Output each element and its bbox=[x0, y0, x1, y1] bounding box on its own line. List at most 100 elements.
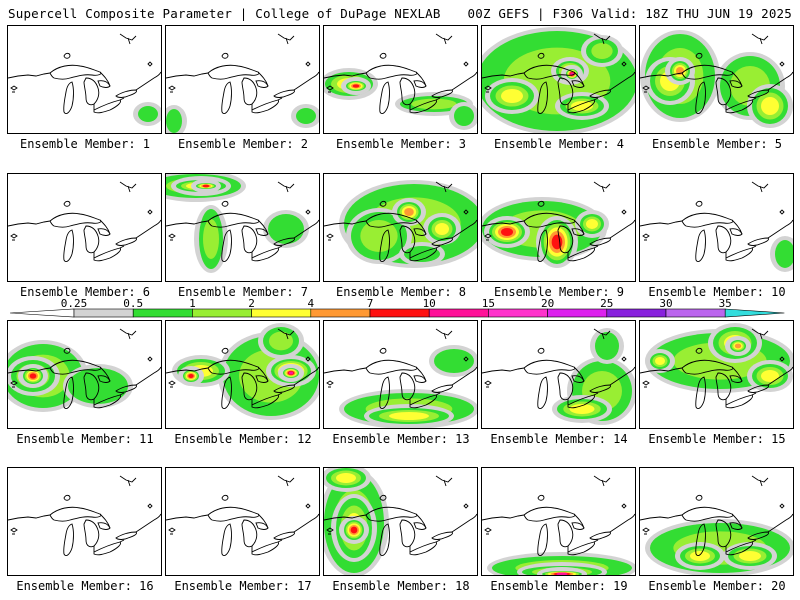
map-outline bbox=[324, 367, 367, 374]
map-outline bbox=[409, 71, 441, 110]
map-outline bbox=[115, 89, 137, 98]
scp-contour bbox=[734, 343, 742, 349]
map-outline bbox=[642, 380, 650, 388]
map-outline bbox=[725, 219, 757, 258]
map-outline bbox=[273, 89, 295, 98]
map-outline bbox=[413, 228, 427, 236]
map-outline bbox=[431, 89, 453, 98]
map-outline bbox=[413, 375, 427, 383]
map-outline bbox=[767, 513, 793, 533]
map-outline bbox=[93, 99, 121, 114]
map-outline bbox=[305, 503, 311, 509]
scp-contour bbox=[435, 223, 449, 235]
map-outline bbox=[97, 80, 111, 88]
ensemble-member-panel bbox=[323, 320, 478, 429]
colorbar-arrow-left bbox=[10, 308, 75, 318]
map-outline bbox=[251, 99, 279, 114]
map-outline bbox=[49, 359, 102, 375]
map-outline bbox=[681, 212, 734, 228]
scp-contour bbox=[454, 106, 474, 126]
scp-contour bbox=[411, 98, 457, 110]
map-outline bbox=[779, 356, 785, 362]
map-outline bbox=[621, 61, 627, 67]
map-outline bbox=[725, 71, 757, 110]
map-outline bbox=[93, 541, 121, 556]
map-outline bbox=[482, 367, 525, 374]
map-outline bbox=[609, 219, 635, 239]
map-outline bbox=[379, 523, 390, 557]
map-outline bbox=[255, 375, 269, 383]
colorbar-tick-label: 30 bbox=[659, 298, 672, 310]
member-label: Ensemble Member: 20 bbox=[648, 579, 786, 593]
member-map bbox=[324, 468, 477, 575]
member-map bbox=[482, 181, 635, 268]
member-label: Ensemble Member: 17 bbox=[174, 579, 312, 593]
scp-contour bbox=[761, 97, 779, 115]
map-outline bbox=[725, 541, 753, 556]
map-outline bbox=[166, 72, 209, 79]
map-outline bbox=[695, 52, 703, 59]
colorbar-tick-label: 35 bbox=[719, 298, 732, 310]
colorbar-segment bbox=[73, 308, 134, 318]
map-outline bbox=[365, 506, 418, 522]
map-outline bbox=[725, 99, 753, 114]
map-outline bbox=[93, 71, 125, 110]
map-outline bbox=[640, 514, 683, 521]
map-outline bbox=[221, 494, 229, 501]
map-outline bbox=[241, 225, 258, 254]
scp-contour bbox=[389, 412, 429, 420]
map-outline bbox=[147, 61, 153, 67]
map-outline bbox=[115, 237, 137, 246]
map-outline bbox=[63, 376, 74, 410]
ensemble-member-panel bbox=[323, 467, 478, 576]
ensemble-member-panel bbox=[7, 25, 162, 134]
map-outline bbox=[277, 33, 295, 45]
colorbar-tick-label: 15 bbox=[482, 298, 495, 310]
colorbar-tick-label: 20 bbox=[541, 298, 554, 310]
scp-contour bbox=[501, 228, 513, 236]
colorbar-segment bbox=[547, 308, 608, 318]
map-outline bbox=[409, 541, 437, 556]
member-map bbox=[640, 323, 793, 410]
scp-contour bbox=[296, 108, 316, 124]
header-title: Supercell Composite Parameter | College … bbox=[8, 6, 441, 21]
member-label: Ensemble Member: 10 bbox=[648, 285, 786, 299]
map-outline bbox=[166, 514, 209, 521]
map-outline bbox=[747, 89, 769, 98]
scp-contour bbox=[404, 246, 440, 262]
map-outline bbox=[593, 181, 611, 193]
ensemble-member-panel bbox=[639, 467, 794, 576]
map-outline bbox=[324, 514, 367, 521]
map-outline bbox=[537, 523, 548, 557]
map-outline bbox=[166, 220, 209, 227]
colorbar-segment bbox=[488, 308, 548, 318]
scp-contour bbox=[352, 84, 360, 88]
colorbar-segment bbox=[192, 308, 252, 318]
map-outline bbox=[379, 200, 387, 207]
map-outline bbox=[431, 237, 453, 246]
ensemble-member-panel bbox=[7, 467, 162, 576]
map-outline bbox=[221, 200, 229, 207]
map-outline bbox=[147, 209, 153, 215]
map-outline bbox=[715, 225, 732, 254]
map-outline bbox=[305, 209, 311, 215]
map-outline bbox=[255, 80, 269, 88]
map-outline bbox=[277, 475, 295, 487]
map-outline bbox=[255, 522, 269, 530]
map-outline bbox=[571, 375, 585, 383]
map-outline bbox=[451, 219, 477, 239]
map-outline bbox=[168, 527, 176, 535]
map-outline bbox=[379, 494, 387, 501]
map-outline bbox=[751, 328, 769, 340]
scp-contour bbox=[336, 473, 356, 483]
scp-contour bbox=[360, 220, 398, 252]
scp-contour bbox=[775, 240, 793, 268]
map-outline bbox=[326, 527, 334, 535]
scp-contour bbox=[569, 404, 595, 414]
map-outline bbox=[135, 366, 161, 386]
ensemble-member-panel bbox=[481, 320, 636, 429]
map-outline bbox=[147, 503, 153, 509]
map-outline bbox=[729, 375, 743, 383]
map-outline bbox=[115, 384, 137, 393]
ensemble-member-panel bbox=[639, 25, 794, 134]
